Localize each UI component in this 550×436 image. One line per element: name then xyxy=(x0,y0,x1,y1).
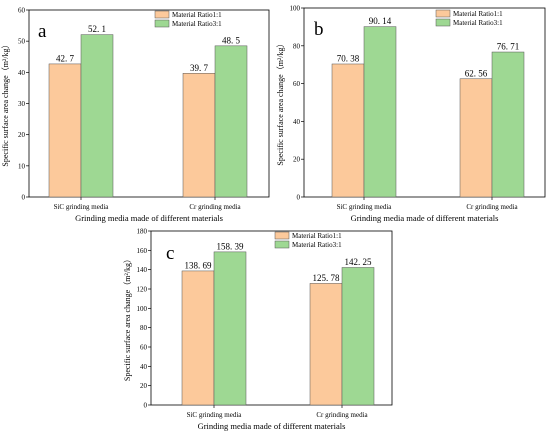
panel-label: c xyxy=(166,243,174,264)
y-tick-label: 40 xyxy=(140,363,148,371)
plot-frame xyxy=(303,7,546,198)
y-tick-label: 0 xyxy=(144,402,148,410)
legend-swatch xyxy=(435,18,451,27)
bar xyxy=(309,283,343,406)
y-tick-label: 60 xyxy=(293,80,301,88)
legend-swatch xyxy=(154,19,170,28)
y-tick-label: 40 xyxy=(293,118,301,126)
plot-frame xyxy=(150,230,393,406)
data-label: 42. 7 xyxy=(56,53,75,63)
y-axis-title: Specific surface area change（m²/kg） xyxy=(276,39,285,165)
legend-swatch xyxy=(435,9,451,18)
panel-label: a xyxy=(38,21,47,42)
y-tick-label: 20 xyxy=(293,156,301,164)
chart-panel-c: 0 20 40 60 80 100 120 140 160 180 SiC grinding med… xyxy=(123,228,393,431)
legend-label: Material Ratio1:1 xyxy=(172,11,222,19)
legend-swatch xyxy=(274,231,290,240)
y-tick-label: 40 xyxy=(18,69,26,77)
bar xyxy=(48,63,82,198)
bar xyxy=(331,63,365,198)
x-category-label: SiC grinding media xyxy=(337,203,393,211)
y-tick-label: 140 xyxy=(137,266,148,274)
data-label: 125. 78 xyxy=(313,273,341,283)
bar xyxy=(491,51,525,198)
legend-swatch xyxy=(274,240,290,249)
x-axis-title: Grinding media made of different materia… xyxy=(351,213,499,223)
x-axis-title: Grinding media made of different materia… xyxy=(198,421,346,431)
legend-label: Material Ratio1:1 xyxy=(453,10,503,18)
panel-label: b xyxy=(314,19,324,40)
legend-label: Material Ratio3:1 xyxy=(453,19,503,27)
bar xyxy=(80,34,114,198)
x-category-label: SiC grinding media xyxy=(187,411,243,419)
y-axis-title: Specific surface area change（m²/kg） xyxy=(123,255,132,381)
x-category-label: Cr grinding media xyxy=(189,203,241,211)
x-category-label: Cr grinding media xyxy=(316,411,368,419)
data-label: 158. 39 xyxy=(217,241,245,251)
data-label: 90. 14 xyxy=(369,16,392,26)
data-label: 39. 7 xyxy=(190,63,209,73)
legend-swatch xyxy=(154,10,170,19)
data-label: 48. 5 xyxy=(222,35,241,45)
x-axis-title: Grinding media made of different materia… xyxy=(75,213,223,223)
y-tick-label: 20 xyxy=(18,131,26,139)
bar xyxy=(181,270,215,406)
y-tick-label: 60 xyxy=(18,7,26,15)
chart-panel-a: 0 10 20 30 40 50 60 SiC grinding media Cr grindi… xyxy=(1,7,270,223)
y-tick-label: 180 xyxy=(137,228,148,236)
bar xyxy=(363,26,397,198)
legend-label: Material Ratio1:1 xyxy=(292,232,342,240)
x-category-label: Cr grinding media xyxy=(466,203,518,211)
data-label: 76. 71 xyxy=(497,42,520,52)
bar xyxy=(214,45,248,198)
bar xyxy=(213,251,247,406)
y-tick-label: 160 xyxy=(137,247,148,255)
y-tick-label: 10 xyxy=(18,162,26,170)
y-tick-label: 120 xyxy=(137,286,148,294)
data-label: 52. 1 xyxy=(88,24,106,34)
bar xyxy=(459,78,493,198)
bar xyxy=(341,267,375,406)
legend-label: Material Ratio3:1 xyxy=(292,241,342,249)
data-label: 62. 56 xyxy=(465,68,488,78)
y-tick-label: 100 xyxy=(290,5,301,13)
y-tick-label: 80 xyxy=(293,42,301,50)
bar xyxy=(182,73,216,198)
data-label: 70. 38 xyxy=(337,53,360,63)
data-label: 142. 25 xyxy=(345,257,373,267)
x-category-label: SiC grinding media xyxy=(54,203,110,211)
y-tick-label: 20 xyxy=(140,382,148,390)
y-tick-label: 30 xyxy=(18,100,26,108)
y-tick-label: 0 xyxy=(22,194,26,202)
y-tick-label: 80 xyxy=(140,324,148,332)
legend-label: Material Ratio3:1 xyxy=(172,20,222,28)
data-label: 138. 69 xyxy=(185,260,213,270)
y-tick-label: 0 xyxy=(297,194,301,202)
y-tick-label: 50 xyxy=(18,38,26,46)
y-axis-title: Specific surface area change（m²/kg） xyxy=(1,40,10,166)
y-tick-label: 100 xyxy=(137,305,148,313)
chart-panel-b: 0 20 40 60 80 100 SiC grinding media Cr grindin… xyxy=(276,5,546,223)
y-tick-label: 60 xyxy=(140,344,148,352)
